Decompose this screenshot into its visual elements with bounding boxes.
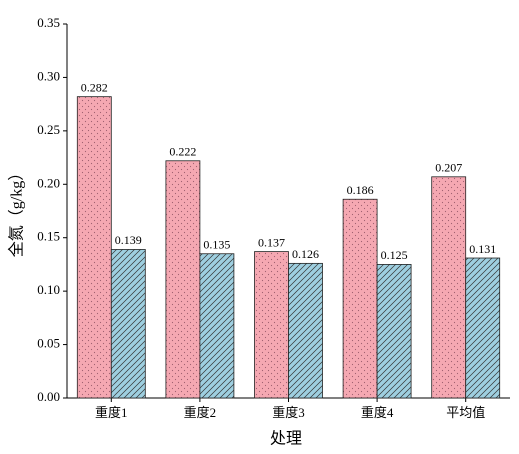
value-label: 0.131 [469,242,496,256]
bar [254,251,289,399]
y-tick-label: 0.10 [37,282,60,297]
bar [288,262,323,399]
bar [465,257,501,399]
y-tick-label: 0.00 [37,389,60,404]
y-tick-label: 0.25 [37,122,60,137]
bar [110,249,146,399]
bar [165,160,201,399]
y-tick-label: 0.35 [37,15,60,30]
x-tick-label: 重度4 [361,405,394,420]
value-label: 0.126 [292,247,319,261]
value-label: 0.137 [258,235,285,249]
y-axis-title: 全氮（g/kg） [8,165,26,257]
bar [431,176,467,399]
y-tick-label: 0.20 [37,175,60,190]
value-label: 0.282 [81,80,108,94]
bar [342,198,378,399]
y-tick-label: 0.05 [37,336,60,351]
bar [76,96,112,399]
value-label: 0.139 [115,233,142,247]
value-label: 0.207 [435,161,462,175]
value-label: 0.135 [203,237,230,251]
value-label: 0.186 [347,183,374,197]
y-tick-label: 0.15 [37,229,60,244]
value-label: 0.222 [169,145,196,159]
x-tick-label: 重度2 [184,405,217,420]
x-tick-label: 重度3 [272,405,305,420]
value-label: 0.125 [381,248,408,262]
x-tick-label: 重度1 [95,405,128,420]
y-tick-label: 0.30 [37,68,60,83]
x-tick-label: 平均值 [446,405,485,420]
x-axis-title: 处理 [270,430,302,448]
bar [199,253,235,399]
bar [376,264,412,399]
